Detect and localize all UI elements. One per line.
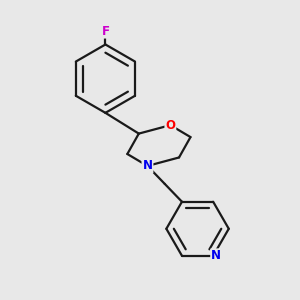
Text: O: O (165, 118, 176, 132)
Text: N: N (211, 249, 221, 262)
Text: F: F (101, 25, 110, 38)
Text: N: N (142, 159, 152, 172)
